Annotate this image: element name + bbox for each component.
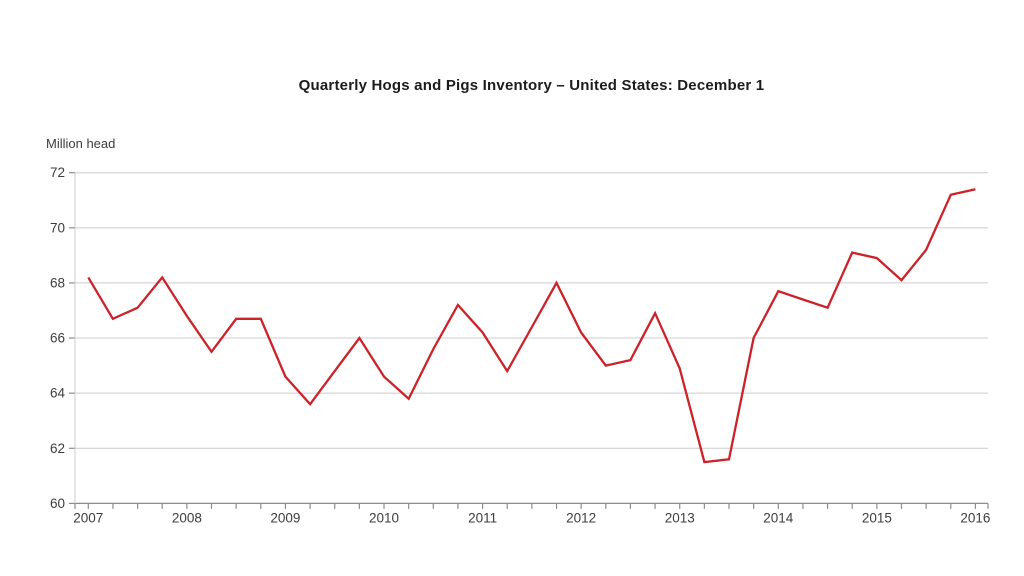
y-tick-label: 66 bbox=[50, 331, 65, 346]
x-tick-label: 2010 bbox=[369, 510, 399, 525]
chart-title: Quarterly Hogs and Pigs Inventory – Unit… bbox=[298, 77, 765, 94]
y-tick-label: 70 bbox=[50, 220, 65, 235]
y-tick-label: 60 bbox=[50, 496, 65, 511]
x-tick-label: 2014 bbox=[763, 510, 794, 525]
y-tick-label: 62 bbox=[50, 441, 65, 456]
y-tick-label: 72 bbox=[50, 165, 65, 180]
x-tick-label: 2012 bbox=[566, 510, 596, 525]
x-tick-label: 2013 bbox=[665, 510, 695, 525]
x-tick-label: 2015 bbox=[862, 510, 892, 525]
x-tick-label: 2016 bbox=[960, 510, 990, 525]
chart-line bbox=[87, 188, 976, 464]
y-axis-unit-label: Million head bbox=[46, 136, 116, 151]
x-tick-label: 2007 bbox=[73, 510, 103, 525]
x-tick-label: 2009 bbox=[270, 510, 300, 525]
x-tick-label: 2011 bbox=[468, 510, 497, 525]
y-tick-label: 68 bbox=[50, 275, 65, 290]
y-tick-label: 64 bbox=[50, 386, 66, 401]
x-tick-label: 2008 bbox=[172, 510, 202, 525]
